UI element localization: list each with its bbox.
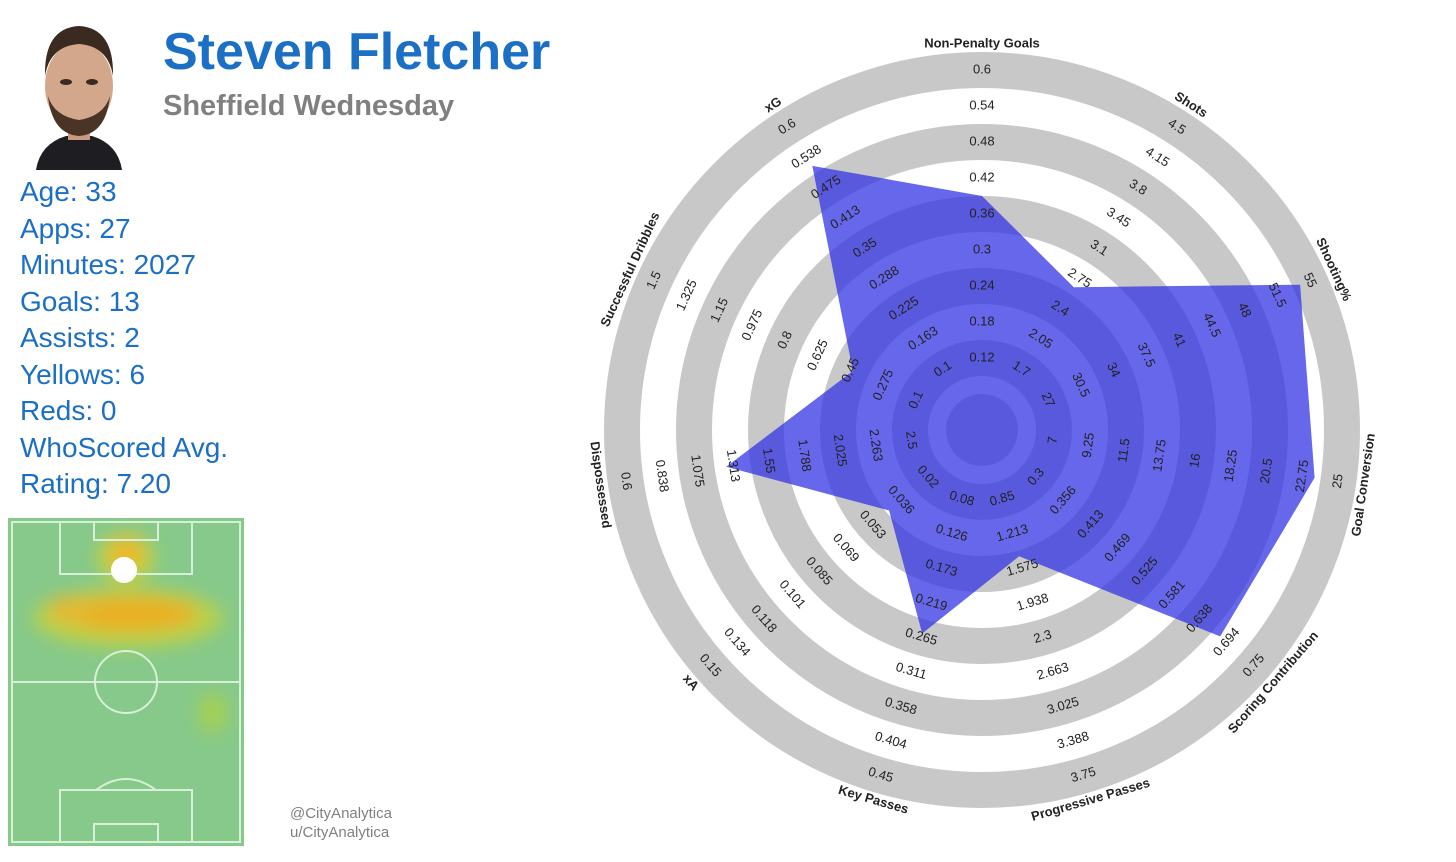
tick-label: 1.075	[688, 454, 707, 488]
stat-line: Apps: 27	[20, 212, 131, 244]
tick-label: 13.75	[1149, 438, 1168, 472]
tick-label: 0.538	[788, 141, 823, 171]
tick-label: 0.85	[988, 487, 1017, 509]
tick-label: 18.25	[1221, 449, 1240, 483]
tick-label: 11.5	[1114, 437, 1132, 463]
tick-label: 0.134	[721, 625, 754, 659]
stat-line: Age: 33	[20, 176, 117, 207]
stat-line: Goals: 13	[20, 285, 140, 317]
tick-label: 2.025	[831, 433, 850, 467]
heatmap	[8, 518, 244, 846]
tick-label: 0.3	[973, 241, 991, 256]
tick-label: 41	[1170, 330, 1190, 349]
tick-label: 1.5	[643, 269, 664, 292]
tick-label: 0.36	[969, 205, 994, 220]
tick-label: 2.663	[1035, 659, 1070, 683]
player-name: Steven Fletcher	[163, 23, 551, 81]
tick-label: 3.75	[1069, 764, 1098, 786]
tick-label: 1.938	[1015, 590, 1050, 614]
tick-label: 3.45	[1104, 204, 1133, 230]
credits: @CityAnalytica u/CityAnalytica	[290, 804, 392, 842]
player-photo	[26, 16, 132, 170]
tick-label: 0.625	[804, 337, 831, 373]
tick-label: 7	[1044, 435, 1060, 444]
credit-line: u/CityAnalytica	[290, 824, 390, 841]
stats-list: Age: 33 Apps: 27 Minutes: 2027 Goals: 13 Ass…	[20, 174, 228, 503]
axis-label: Non-Penalty Goals	[924, 35, 1040, 50]
tick-label: 0.48	[969, 133, 994, 148]
tick-label: 0.6	[973, 61, 991, 76]
tick-label: 2.5	[903, 430, 920, 450]
tick-label: 4.15	[1143, 143, 1172, 169]
tick-label: 20.5	[1257, 457, 1275, 484]
tick-label: 1.313	[724, 449, 743, 483]
tick-label: 0.45	[867, 764, 896, 786]
tick-label: 0.069	[830, 530, 863, 564]
tick-label: 0.08	[948, 487, 977, 509]
credit-line: @CityAnalytica	[290, 805, 392, 822]
stat-line: Minutes: 2027	[20, 249, 196, 280]
stat-line: Assists: 2	[20, 322, 140, 353]
tick-label: 22.75	[1292, 459, 1311, 493]
tick-label: 55	[1301, 270, 1321, 289]
tick-label: 0.6	[618, 471, 635, 491]
tick-label: 0.42	[969, 169, 994, 184]
tick-label: 0.12	[969, 349, 994, 364]
stat-line: WhoScored Avg.	[20, 431, 229, 463]
tick-label: 16	[1186, 452, 1203, 468]
stat-line: Yellows: 6	[20, 358, 146, 390]
tick-label: 0.8	[774, 328, 795, 351]
tick-label: 0.1	[905, 388, 926, 411]
tick-label: 0.975	[738, 307, 765, 343]
tick-label: 2.263	[866, 428, 885, 462]
tick-label: 25	[1329, 473, 1346, 489]
tick-label: 34	[1104, 360, 1124, 379]
tick-label: 0.838	[653, 459, 672, 493]
tick-label: 1.325	[673, 277, 700, 313]
tick-label: 0.24	[969, 277, 994, 292]
tick-label: 3.388	[1055, 728, 1090, 752]
tick-label: 2.3	[1032, 626, 1054, 645]
tick-label: 1.788	[795, 438, 814, 472]
tick-label: 27	[1039, 390, 1059, 409]
tick-label: 0.404	[873, 728, 908, 752]
stat-line: Rating: 7.20	[20, 468, 171, 499]
tick-label: 9.25	[1079, 432, 1097, 459]
tick-label: 0.311	[894, 659, 929, 682]
stat-line: Reds: 0	[20, 395, 117, 426]
tick-label: 1.55	[760, 447, 778, 474]
radar-area	[726, 165, 1315, 637]
tick-label: 0.18	[969, 313, 994, 328]
player-team: Sheffield Wednesday	[163, 90, 455, 122]
ring-band	[604, 52, 1360, 808]
tick-label: 48	[1235, 300, 1255, 319]
tick-label: 0.54	[969, 97, 994, 112]
